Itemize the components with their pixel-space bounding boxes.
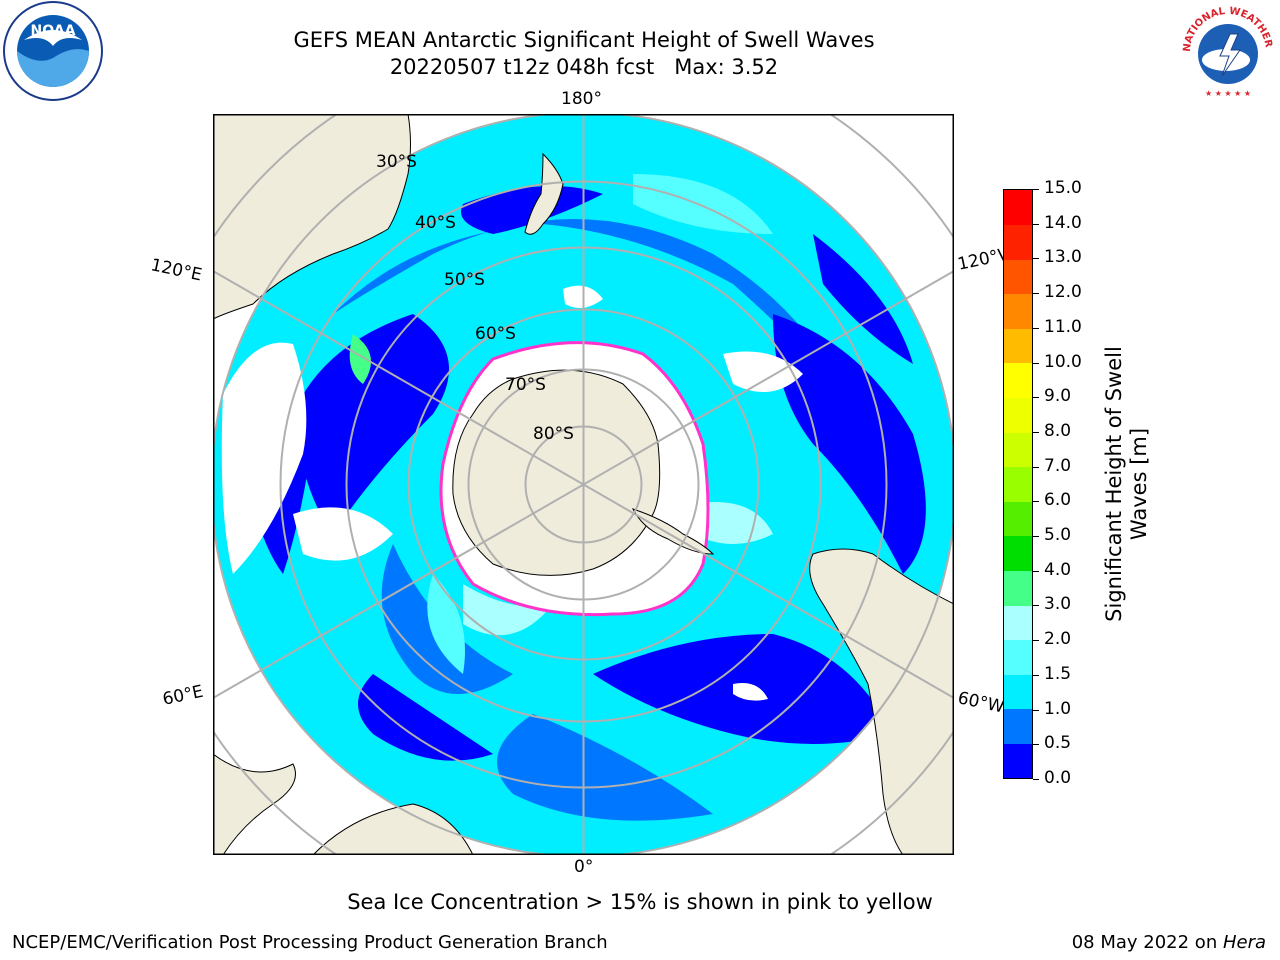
colorbar-tick-mark bbox=[1033, 779, 1039, 780]
colorbar-segment bbox=[1004, 570, 1032, 606]
colorbar-segment bbox=[1004, 293, 1032, 329]
colorbar-tick-label: 14.0 bbox=[1044, 212, 1082, 233]
colorbar-segment bbox=[1004, 743, 1032, 779]
colorbar-tick-mark bbox=[1033, 640, 1039, 642]
colorbar-segment bbox=[1004, 432, 1032, 468]
lon-label-120e: 120°E bbox=[148, 255, 204, 286]
colorbar-segment bbox=[1004, 674, 1032, 710]
colorbar-tick-mark bbox=[1033, 466, 1039, 468]
colorbar-tick-label: 7.0 bbox=[1044, 455, 1072, 476]
colorbar-segment bbox=[1004, 501, 1032, 537]
colorbar-label-text: Significant Height of Swell Waves [m] bbox=[1102, 346, 1151, 622]
chart-subtitle: 20220507 t12z 048h fcst Max: 3.52 bbox=[389, 55, 779, 79]
colorbar-tick-label: 13.0 bbox=[1044, 247, 1082, 268]
sea-ice-note: Sea Ice Concentration > 15% is shown in … bbox=[347, 890, 933, 914]
lat-label-40s: 40°S bbox=[415, 213, 456, 233]
colorbar-tick-label: 8.0 bbox=[1044, 420, 1072, 441]
lat-label-30s: 30°S bbox=[376, 152, 417, 172]
credit-host: Hera bbox=[1222, 932, 1266, 953]
colorbar-segment bbox=[1004, 362, 1032, 399]
colorbar-tick-mark bbox=[1033, 293, 1039, 295]
credit-date: 08 May 2022 on bbox=[1071, 932, 1223, 953]
colorbar-tick-label: 10.0 bbox=[1044, 351, 1082, 372]
colorbar-tick-label: 0.5 bbox=[1044, 733, 1072, 754]
colorbar-tick-label: 2.0 bbox=[1044, 629, 1072, 650]
lon-label-0: 0° bbox=[574, 857, 594, 877]
colorbar-tick-mark bbox=[1033, 258, 1039, 260]
colorbar-segment bbox=[1004, 190, 1032, 226]
colorbar-tick-label: 9.0 bbox=[1044, 386, 1072, 407]
graticule bbox=[213, 114, 954, 855]
colorbar-tick-mark bbox=[1033, 327, 1039, 329]
colorbar-tick-mark bbox=[1033, 674, 1039, 676]
colorbar-segment bbox=[1004, 605, 1032, 641]
colorbar-tick-label: 1.0 bbox=[1044, 698, 1072, 719]
colorbar-tick-mark bbox=[1033, 605, 1039, 607]
credit-right: 08 May 2022 on Hera bbox=[1072, 932, 1266, 953]
lat-label-60s: 60°S bbox=[475, 324, 516, 344]
colorbar-tick-mark bbox=[1033, 223, 1039, 225]
lon-label-180: 180° bbox=[561, 89, 602, 109]
colorbar-tick-mark bbox=[1033, 744, 1039, 746]
colorbar-tick-label: 15.0 bbox=[1044, 178, 1082, 198]
colorbar-tick-mark bbox=[1033, 431, 1039, 433]
nws-logo: NATIONAL WEATHER SERVICE ★ ★ ★ ★ ★ bbox=[1172, 0, 1280, 104]
colorbar-tick-label: 5.0 bbox=[1044, 525, 1072, 546]
colorbar-tick-label: 4.0 bbox=[1044, 559, 1072, 580]
colorbar-segment bbox=[1004, 466, 1032, 502]
colorbar-segment bbox=[1004, 328, 1032, 364]
colorbar-segment bbox=[1004, 708, 1032, 744]
noaa-logo: NOAA bbox=[2, 0, 104, 102]
colorbar-tick-label: 6.0 bbox=[1044, 490, 1072, 511]
colorbar-tick-mark bbox=[1033, 362, 1039, 364]
colorbar-tick-mark bbox=[1033, 570, 1039, 572]
credit-left: NCEP/EMC/Verification Post Processing Pr… bbox=[12, 932, 608, 953]
lon-label-60e: 60°E bbox=[160, 681, 206, 710]
svg-text:★ ★ ★ ★ ★: ★ ★ ★ ★ ★ bbox=[1205, 89, 1251, 98]
colorbar-tick-mark bbox=[1033, 536, 1039, 538]
colorbar-tick-label: 12.0 bbox=[1044, 282, 1082, 303]
colorbar bbox=[1003, 189, 1033, 779]
lon-label-60w: 60°W bbox=[955, 688, 1007, 718]
polar-map bbox=[213, 114, 954, 855]
chart-title: GEFS MEAN Antarctic Significant Height o… bbox=[293, 28, 875, 52]
colorbar-segment bbox=[1004, 639, 1032, 675]
colorbar-segment bbox=[1004, 224, 1032, 260]
colorbar-tick-mark bbox=[1033, 709, 1039, 711]
colorbar-tick-mark bbox=[1033, 189, 1039, 190]
lat-label-50s: 50°S bbox=[444, 270, 485, 290]
colorbar-segment bbox=[1004, 259, 1032, 295]
colorbar-tick-mark bbox=[1033, 397, 1039, 399]
lat-label-70s: 70°S bbox=[505, 375, 546, 395]
lat-label-80s: 80°S bbox=[533, 424, 574, 444]
colorbar-tick-label: 0.0 bbox=[1044, 768, 1072, 788]
colorbar-tick-label: 3.0 bbox=[1044, 594, 1072, 615]
colorbar-tick-label: 1.5 bbox=[1044, 663, 1072, 684]
colorbar-segment bbox=[1004, 535, 1032, 571]
noaa-logo-text: NOAA bbox=[31, 23, 76, 39]
colorbar-tick-mark bbox=[1033, 501, 1039, 503]
colorbar-segment bbox=[1004, 397, 1032, 433]
colorbar-tick-label: 11.0 bbox=[1044, 316, 1082, 337]
